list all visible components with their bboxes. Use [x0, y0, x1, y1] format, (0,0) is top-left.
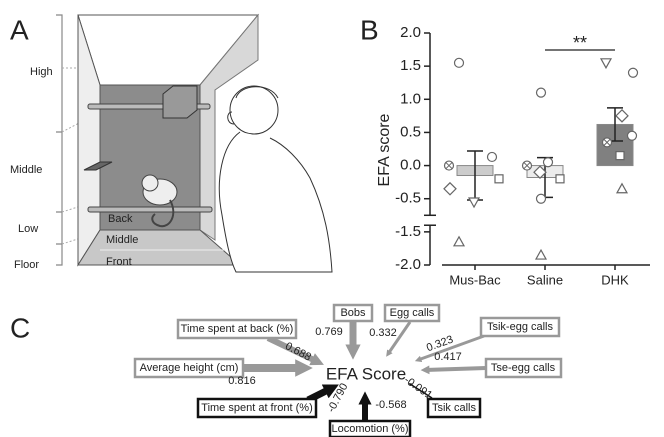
factor-label: Tsik-egg calls [487, 321, 554, 333]
path-arrow [425, 368, 486, 370]
data-point [495, 175, 503, 183]
zone-label: Back [108, 213, 133, 225]
nest-box [163, 86, 197, 118]
data-point [628, 131, 637, 140]
y-tick-label: 1.5 [400, 57, 421, 74]
x-tick-label: Saline [527, 272, 563, 287]
center-node: EFA Score [326, 364, 406, 383]
panel-a: A High Middle Low Floor Back Middle Fron… [10, 14, 332, 272]
factor-label: Locomotion (%) [331, 423, 408, 435]
panel-c: C EFA Score Time spent at back (%) 0.688… [10, 305, 561, 437]
coefficient: 0.769 [315, 326, 343, 338]
level-bracket [56, 15, 62, 265]
data-point [455, 58, 464, 67]
factor-label: Bobs [340, 307, 366, 319]
y-tick-label: 1.0 [400, 90, 421, 107]
data-point [537, 88, 546, 97]
y-tick-label: 2.0 [400, 24, 421, 41]
factor-label: Time spent at front (%) [201, 402, 312, 414]
data-point [617, 184, 627, 193]
coefficient: 0.332 [369, 327, 397, 339]
y-tick-label: 0.5 [400, 123, 421, 140]
level-label: Low [18, 223, 38, 235]
x-tick-label: DHK [601, 272, 629, 287]
factor-label: Time spent at back (%) [181, 323, 294, 335]
zone-label: Middle [106, 234, 138, 246]
factor-label: Egg calls [390, 307, 435, 319]
monkey-head [142, 175, 158, 191]
person-head [230, 86, 278, 134]
data-point [488, 152, 497, 161]
zone-label: Front [106, 256, 132, 268]
panel-letter: B [360, 14, 379, 45]
data-point [556, 175, 564, 183]
level-label: Floor [14, 259, 39, 271]
y-tick-label: -0.5 [395, 190, 421, 207]
level-label: Middle [10, 164, 42, 176]
data-point [536, 250, 546, 259]
data-point [629, 68, 638, 77]
panel-letter: C [10, 312, 30, 343]
y-tick-label: 0.0 [400, 157, 421, 174]
factor-label: Tsik calls [432, 402, 477, 414]
cage-floor [78, 230, 240, 265]
data-point [616, 110, 628, 122]
data-point [616, 152, 624, 160]
shelf [88, 207, 212, 212]
panel-letter: A [10, 14, 29, 45]
data-point [444, 183, 456, 195]
y-axis-label: EFA score [376, 113, 393, 186]
data-point [469, 198, 479, 207]
data-point [544, 158, 553, 167]
factor-label: Average height (cm) [140, 362, 239, 374]
person-body [219, 132, 332, 272]
y-tick-label: -2.0 [395, 256, 421, 273]
factor-label: Tse-egg calls [491, 362, 556, 374]
panel-b: B EFA score 2.0 1.5 1.0 0.5 0.0 -0.5 -1.5 -2.0 M… [360, 14, 650, 287]
significance-label: ** [573, 33, 587, 53]
level-label: High [30, 66, 53, 78]
coefficient: -0.091 [402, 374, 434, 402]
x-tick-label: Mus-Bac [449, 272, 501, 287]
coefficient: 0.816 [228, 375, 256, 387]
figure: A High Middle Low Floor Back Middle Fron… [0, 0, 664, 437]
coefficient: 0.688 [283, 340, 313, 364]
data-point [537, 194, 546, 203]
coefficient: 0.417 [434, 351, 462, 363]
data-point [601, 59, 611, 68]
y-tick-label: -1.5 [395, 223, 421, 240]
data-point [454, 237, 464, 246]
coefficient: -0.568 [375, 399, 406, 411]
